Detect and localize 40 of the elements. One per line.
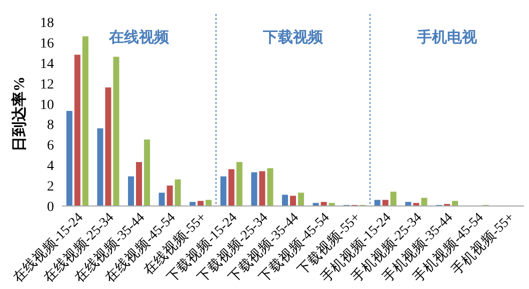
y-tick-label: 10 [40,98,54,113]
bar [113,56,120,206]
y-tick-label: 6 [47,138,54,154]
bar [144,140,150,206]
y-tick-label: 4 [47,159,54,174]
bar [251,172,258,206]
annotation: 在线视频 [108,28,170,46]
bar [267,168,274,206]
bar [174,179,181,206]
y-tick-label: 2 [47,180,54,195]
bar [158,192,165,206]
bar [220,176,226,206]
y-tick-label: 8 [47,118,54,134]
bar [105,87,112,206]
bar [228,169,234,206]
bar [290,196,296,206]
bar [206,200,212,206]
bar [82,36,88,206]
bar [390,192,396,206]
bar [298,192,304,206]
bar [74,54,80,206]
bar [66,110,72,206]
bar [421,198,428,206]
bar [282,194,288,206]
bar [166,186,173,206]
bar [128,176,134,206]
bar [259,171,266,206]
annotation: 手机电视 [416,28,477,46]
bar [97,128,104,206]
y-tick-label: 18 [40,16,54,31]
y-tick-label: 12 [40,77,54,92]
bar [374,200,380,206]
bar [236,162,242,206]
y-tick-label: 16 [40,36,54,52]
bar [136,162,142,206]
bar [382,200,388,206]
y-tick-label: 0 [47,200,54,215]
y-axis-title: 日到达率% [10,76,28,152]
annotation: 下载视频 [262,28,324,46]
y-tick-label: 14 [40,56,54,72]
